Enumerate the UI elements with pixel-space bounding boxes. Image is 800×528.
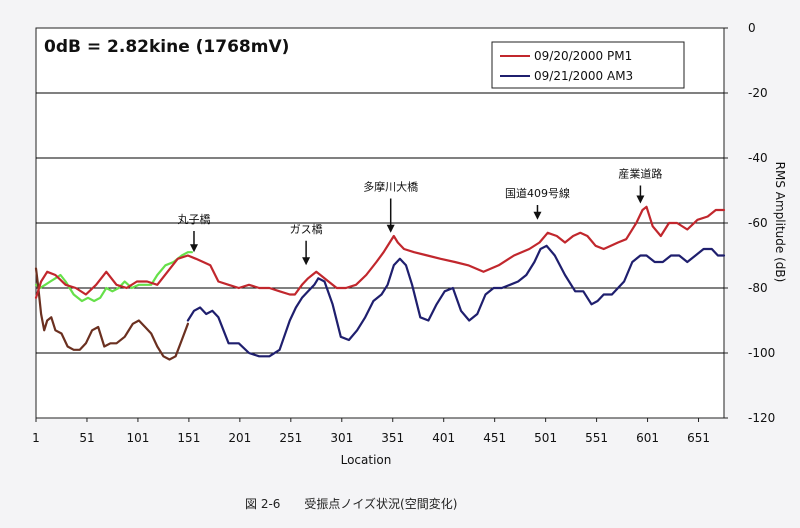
legend: 09/20/2000 PM1 09/21/2000 AM3 [491,41,685,89]
y-tick-label-1: -20 [748,86,768,100]
y-axis-ticks: 0 -20 -40 -60 -80 -100 -120 [724,21,775,425]
x-tick-label-2: 101 [126,431,149,445]
annotation-label-1: ガス橋 [290,222,323,236]
x-tick-label-3: 151 [177,431,200,445]
x-tick-label-9: 451 [483,431,506,445]
legend-box [491,41,685,89]
annotation-arrowhead-0 [189,244,198,253]
y-tick-label-4: -80 [748,281,768,295]
header-label: 0dB = 2.82kine (1768mV) [44,37,289,57]
series-line-pm1 [34,205,726,299]
x-tick-label-10: 501 [534,431,557,445]
series-line-brown [34,267,189,361]
x-tick-label-8: 401 [432,431,455,445]
y-axis-title: RMS Amplitude (dB) [773,162,787,283]
gridlines [36,92,724,354]
x-axis-title: Location [341,453,392,467]
legend-label-pm1: 09/20/2000 PM1 [534,49,632,63]
x-tick-label-4: 201 [228,431,251,445]
annotation-arrowhead-1 [302,257,311,266]
series-lines [34,205,726,361]
x-tick-label-12: 601 [636,431,659,445]
x-axis-ticks: 1 51 101 151 201 251 301 351 401 451 501 551 601 651 [32,418,710,445]
y-tick-label-5: -100 [748,346,775,360]
y-tick-label-2: -40 [748,151,768,165]
annotation-label-2: 多摩川大橋 [363,180,418,194]
annotation-label-4: 産業道路 [618,167,662,181]
x-tick-label-7: 351 [381,431,404,445]
figure-caption: 図 2-6 受振点ノイズ状況(空間変化) [245,496,457,511]
annotation-arrowhead-4 [636,195,645,204]
x-tick-label-0: 1 [32,431,40,445]
x-tick-label-1: 51 [79,431,94,445]
annotation-arrowhead-3 [533,211,542,220]
x-tick-label-11: 551 [585,431,608,445]
x-tick-label-13: 651 [687,431,710,445]
y-tick-label-0: 0 [748,21,756,35]
series-line-green [34,251,193,303]
annotation-arrowhead-2 [386,224,395,233]
x-tick-label-5: 251 [279,431,302,445]
legend-label-am3: 09/21/2000 AM3 [534,69,633,83]
annotation-label-3: 国道409号線 [505,186,570,200]
x-tick-label-6: 301 [330,431,353,445]
annotation-label-0: 丸子橋 [177,212,210,226]
y-tick-label-3: -60 [748,216,768,230]
y-tick-label-6: -120 [748,411,775,425]
series-line-am3 [186,244,726,358]
